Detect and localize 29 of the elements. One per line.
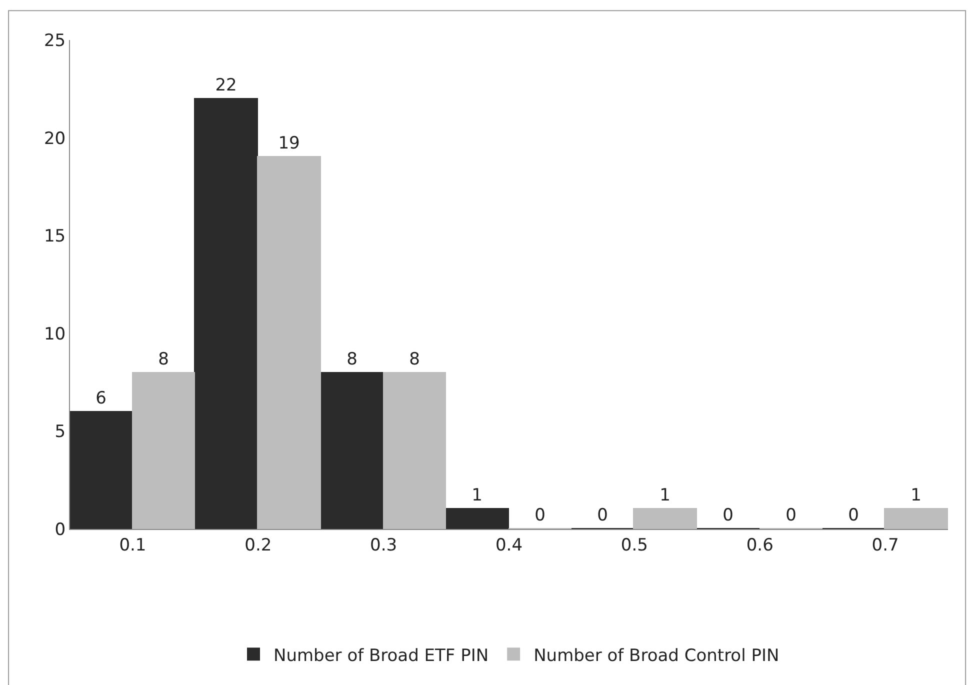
y-tick-label: 15 [44,226,66,247]
data-label: 8 [158,350,169,370]
y-tick-label: 25 [44,30,66,51]
x-tick-label: 0.2 [244,535,272,556]
y-tick-label: 10 [44,324,66,344]
y-tick-label: 5 [54,422,66,442]
x-tick-label: 0.7 [872,535,899,556]
data-label: 1 [472,486,482,506]
legend-label: Number of Broad ETF PIN [274,646,489,666]
y-tick-label: 20 [44,128,66,149]
data-label: 0 [534,506,546,526]
data-label: 19 [278,134,300,154]
x-tick-label: 0.6 [746,535,774,556]
data-label: 0 [848,506,859,526]
data-label: 22 [215,76,237,96]
data-label: 0 [597,506,608,526]
data-label: 1 [910,486,922,506]
legend-label: Number of Broad Control PIN [534,646,780,666]
x-tick-label: 0.3 [370,535,398,556]
x-tick-label: 0.1 [119,535,146,556]
y-tick-label: 0 [54,520,66,540]
data-label: 0 [722,506,734,526]
x-tick-label: 0.4 [495,535,523,556]
data-label: 8 [409,350,420,370]
data-label: 6 [96,388,106,408]
data-label: 8 [346,350,358,370]
x-tick-label: 0.5 [620,535,648,556]
data-label: 1 [660,486,670,506]
data-label: 0 [786,506,796,526]
